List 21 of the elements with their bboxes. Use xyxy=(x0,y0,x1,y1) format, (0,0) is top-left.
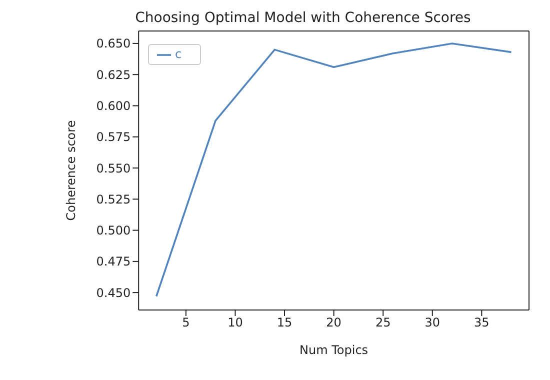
y-tick-label: 0.550 xyxy=(96,161,131,176)
y-tick-label: 0.500 xyxy=(96,224,131,238)
x-tick-label: 10 xyxy=(228,316,243,330)
x-tick-label: 20 xyxy=(326,316,342,330)
x-tick-label: 30 xyxy=(424,316,440,330)
x-axis-title: Num Topics xyxy=(300,343,368,357)
y-tick-label: 0.525 xyxy=(96,192,131,206)
chart-title: Choosing Optimal Model with Coherence Scores xyxy=(134,10,472,26)
y-tick-label: 0.450 xyxy=(96,286,131,300)
y-tick-label: 0.575 xyxy=(96,130,131,144)
x-tick-label: 5 xyxy=(182,316,190,330)
line-series xyxy=(155,42,512,298)
y-tick-label: 0.600 xyxy=(96,98,131,113)
y-tick-label: 0.475 xyxy=(96,254,131,269)
x-tick-label: 25 xyxy=(375,316,391,330)
x-tick-label: 15 xyxy=(276,316,292,330)
x-tick-label: 35 xyxy=(474,316,490,330)
legend-label: c xyxy=(175,47,182,61)
y-tick-label: 0.625 xyxy=(96,68,131,82)
y-axis-title: Coherence score xyxy=(64,120,78,221)
y-tick-label: 0.650 xyxy=(96,36,131,51)
